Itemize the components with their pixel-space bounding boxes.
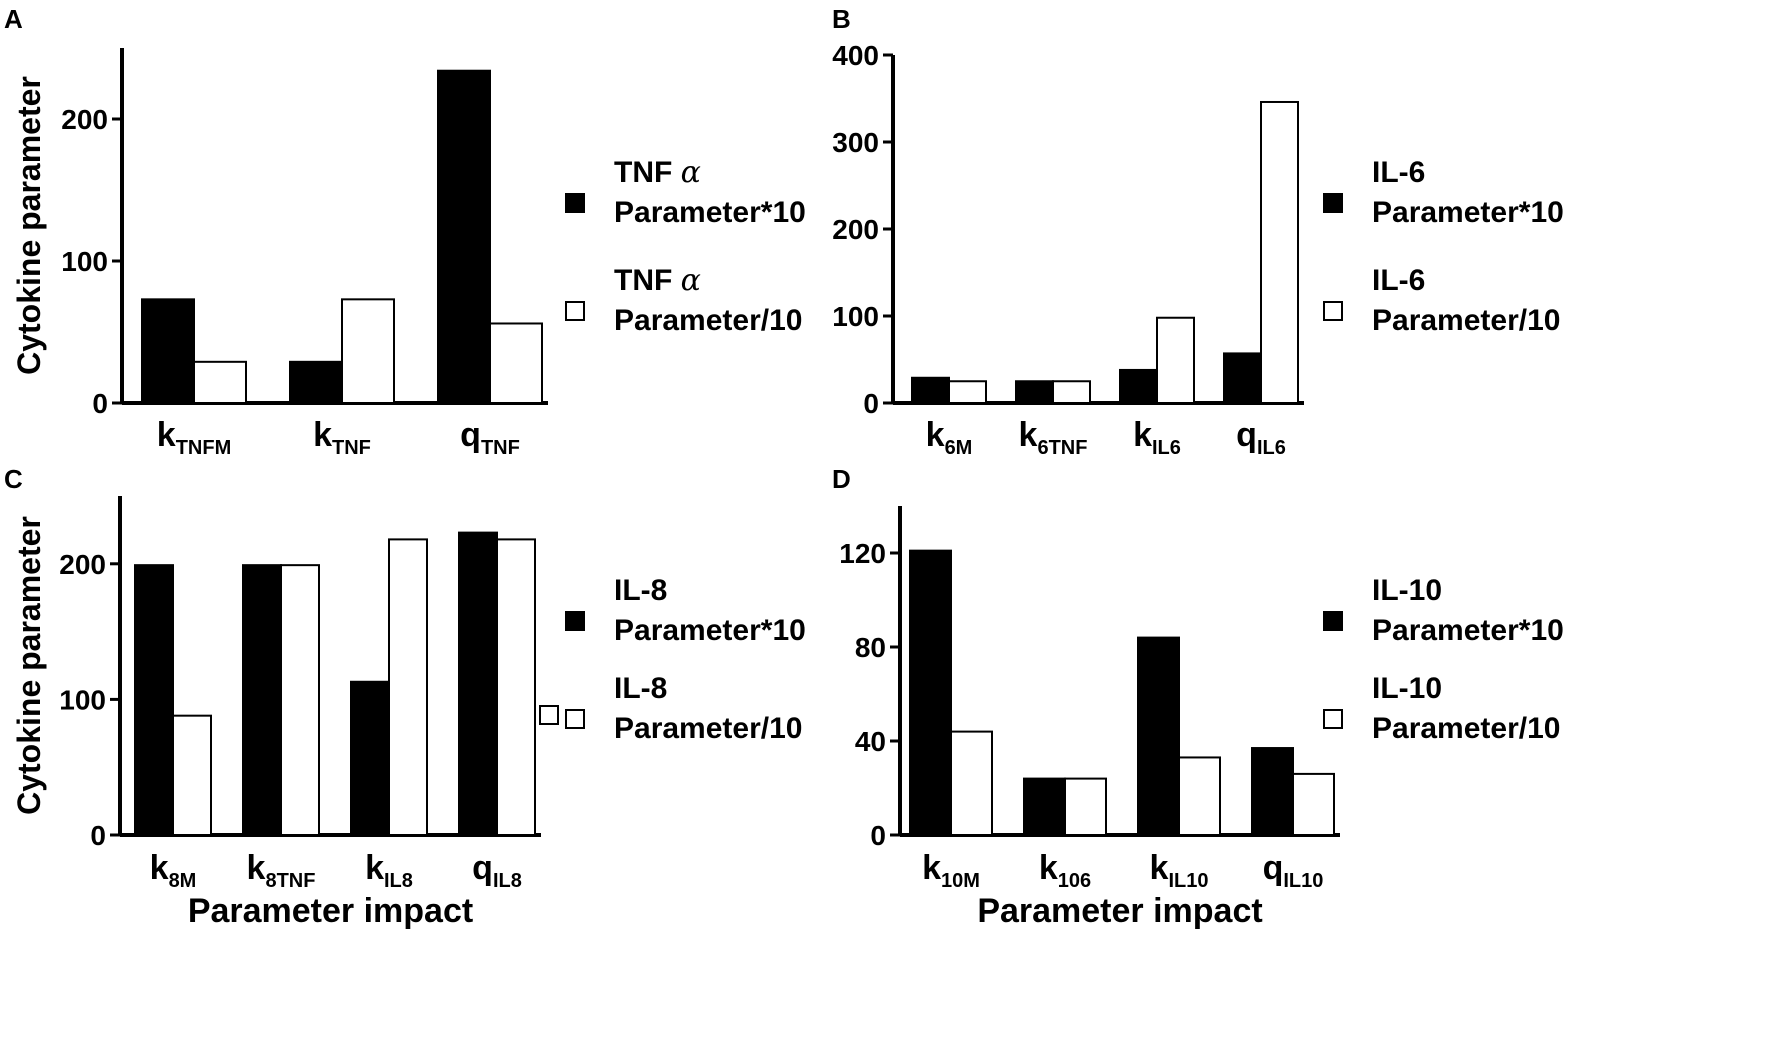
- legend-label-line1: IL-8: [614, 672, 667, 705]
- x-tick-label: kTNFM: [157, 416, 231, 459]
- y-tick-label: 100: [61, 246, 108, 277]
- panel-letter: C: [4, 464, 23, 494]
- bar-parameter-times-10: [909, 549, 952, 837]
- y-tick-label: 300: [832, 127, 879, 158]
- legend-label-line1: TNF α: [614, 263, 701, 298]
- x-tick-label: kTNF: [313, 416, 371, 459]
- legend-label-line1: TNF α: [614, 155, 701, 190]
- x-tick-label: k6TNF: [1019, 416, 1088, 459]
- x-tick-label: k10M: [922, 849, 980, 892]
- legend-label-line1: IL-6: [1372, 264, 1425, 297]
- legend-label-line2: Parameter*10: [614, 196, 806, 229]
- x-tick-label: kIL10: [1150, 849, 1209, 892]
- legend-label-line2: Parameter/10: [1372, 304, 1560, 337]
- legend-label-line2: Parameter/10: [1372, 712, 1560, 745]
- x-tick-label: k8TNF: [247, 849, 316, 892]
- bar-parameter-times-10: [350, 680, 390, 836]
- x-tick-label: kIL8: [365, 849, 413, 892]
- bar-parameter-div-10: [341, 298, 395, 404]
- y-tick-label: 40: [855, 726, 886, 757]
- legend-label-line2: Parameter*10: [1372, 614, 1564, 647]
- legend-label-line2: Parameter/10: [614, 304, 802, 337]
- legend-swatch-dark: [1323, 611, 1343, 631]
- legend-swatch-light-extra: [539, 705, 559, 725]
- y-tick-label: 120: [839, 538, 886, 569]
- x-tick-label: kIL6: [1133, 416, 1181, 459]
- legend-swatch-light: [565, 709, 585, 729]
- legend-swatch-dark: [565, 611, 585, 631]
- y-tick-label: 80: [855, 632, 886, 663]
- x-axis-label: Parameter impact: [977, 892, 1262, 930]
- bar-parameter-div-10: [1292, 772, 1335, 837]
- legend-label-line2: Parameter/10: [614, 712, 802, 745]
- y-tick-label: 100: [59, 684, 106, 715]
- y-tick-label: 0: [90, 820, 106, 851]
- x-axis-label: Parameter impact: [188, 892, 473, 930]
- bar-parameter-times-10: [458, 531, 498, 836]
- bar-parameter-times-10: [242, 564, 282, 836]
- legend-swatch-dark: [565, 193, 585, 213]
- legend-label-line1: IL-10: [1372, 574, 1442, 607]
- legend-label-line1: IL-10: [1372, 672, 1442, 705]
- panel-letter: D: [832, 464, 851, 494]
- bar-parameter-div-10: [1156, 316, 1195, 404]
- legend-label-line2: Parameter*10: [1372, 196, 1564, 229]
- y-tick-label: 100: [832, 301, 879, 332]
- x-tick-label: qTNF: [460, 416, 520, 459]
- bar-parameter-times-10: [1223, 352, 1262, 405]
- y-tick-label: 200: [61, 104, 108, 135]
- y-axis-label: Cytokine parameter: [11, 76, 47, 375]
- bar-parameter-times-10: [1015, 380, 1054, 404]
- y-tick-label: 200: [832, 214, 879, 245]
- bar-parameter-div-10: [496, 538, 536, 837]
- bar-parameter-times-10: [134, 564, 174, 836]
- bar-parameter-times-10: [911, 376, 950, 404]
- bar-parameter-times-10: [141, 298, 195, 404]
- bar-parameter-div-10: [1052, 380, 1091, 404]
- panel-letter: B: [832, 4, 851, 34]
- bar-parameter-times-10: [1119, 368, 1158, 405]
- legend-label-line1: IL-8: [614, 574, 667, 607]
- bar-parameter-div-10: [948, 380, 987, 404]
- y-tick-label: 200: [59, 549, 106, 580]
- bar-parameter-div-10: [489, 322, 543, 405]
- panel-b: B 0 100 200 300 400 k6M k6TNF kIL6 qIL6 IL-6 Parame…: [832, 4, 1564, 459]
- y-tick-label: 0: [863, 388, 879, 419]
- bar-parameter-div-10: [950, 730, 993, 836]
- y-tick-label: 400: [832, 40, 879, 71]
- panel-c: C 0 100 200 Cytokine parameter k8M k8TNF kIL8 qI…: [4, 464, 806, 930]
- bar-parameter-div-10: [193, 360, 247, 405]
- legend-label-line2: Parameter*10: [614, 614, 806, 647]
- panel-letter: A: [4, 4, 23, 34]
- bar-parameter-div-10: [1064, 777, 1107, 836]
- y-tick-label: 0: [870, 820, 886, 851]
- bar-parameter-times-10: [1251, 747, 1294, 836]
- x-tick-label: qIL10: [1263, 849, 1324, 892]
- x-tick-label: k8M: [150, 849, 197, 892]
- x-tick-label: k6M: [926, 416, 973, 459]
- bar-parameter-times-10: [289, 360, 343, 405]
- legend-swatch-dark: [1323, 193, 1343, 213]
- x-tick-label: qIL8: [472, 849, 522, 892]
- bar-parameter-div-10: [172, 714, 212, 836]
- legend-swatch-light: [1323, 301, 1343, 321]
- panel-a: A 0 100 200 Cytokine parameter kTNFM kTNF qTNF T…: [4, 4, 806, 459]
- bar-parameter-div-10: [1178, 756, 1221, 837]
- bar-parameter-times-10: [437, 69, 491, 404]
- legend-swatch-light: [1323, 709, 1343, 729]
- legend-swatch-light: [565, 301, 585, 321]
- bar-parameter-times-10: [1023, 777, 1066, 836]
- bar-parameter-times-10: [1137, 636, 1180, 836]
- y-tick-label: 0: [92, 388, 108, 419]
- y-axis-label: Cytokine parameter: [11, 516, 47, 815]
- x-tick-label: qIL6: [1236, 416, 1286, 459]
- legend-label-line1: IL-6: [1372, 156, 1425, 189]
- x-tick-label: k106: [1039, 849, 1091, 892]
- bar-parameter-div-10: [1260, 100, 1299, 404]
- bar-parameter-div-10: [280, 564, 320, 836]
- bar-parameter-div-10: [388, 538, 428, 837]
